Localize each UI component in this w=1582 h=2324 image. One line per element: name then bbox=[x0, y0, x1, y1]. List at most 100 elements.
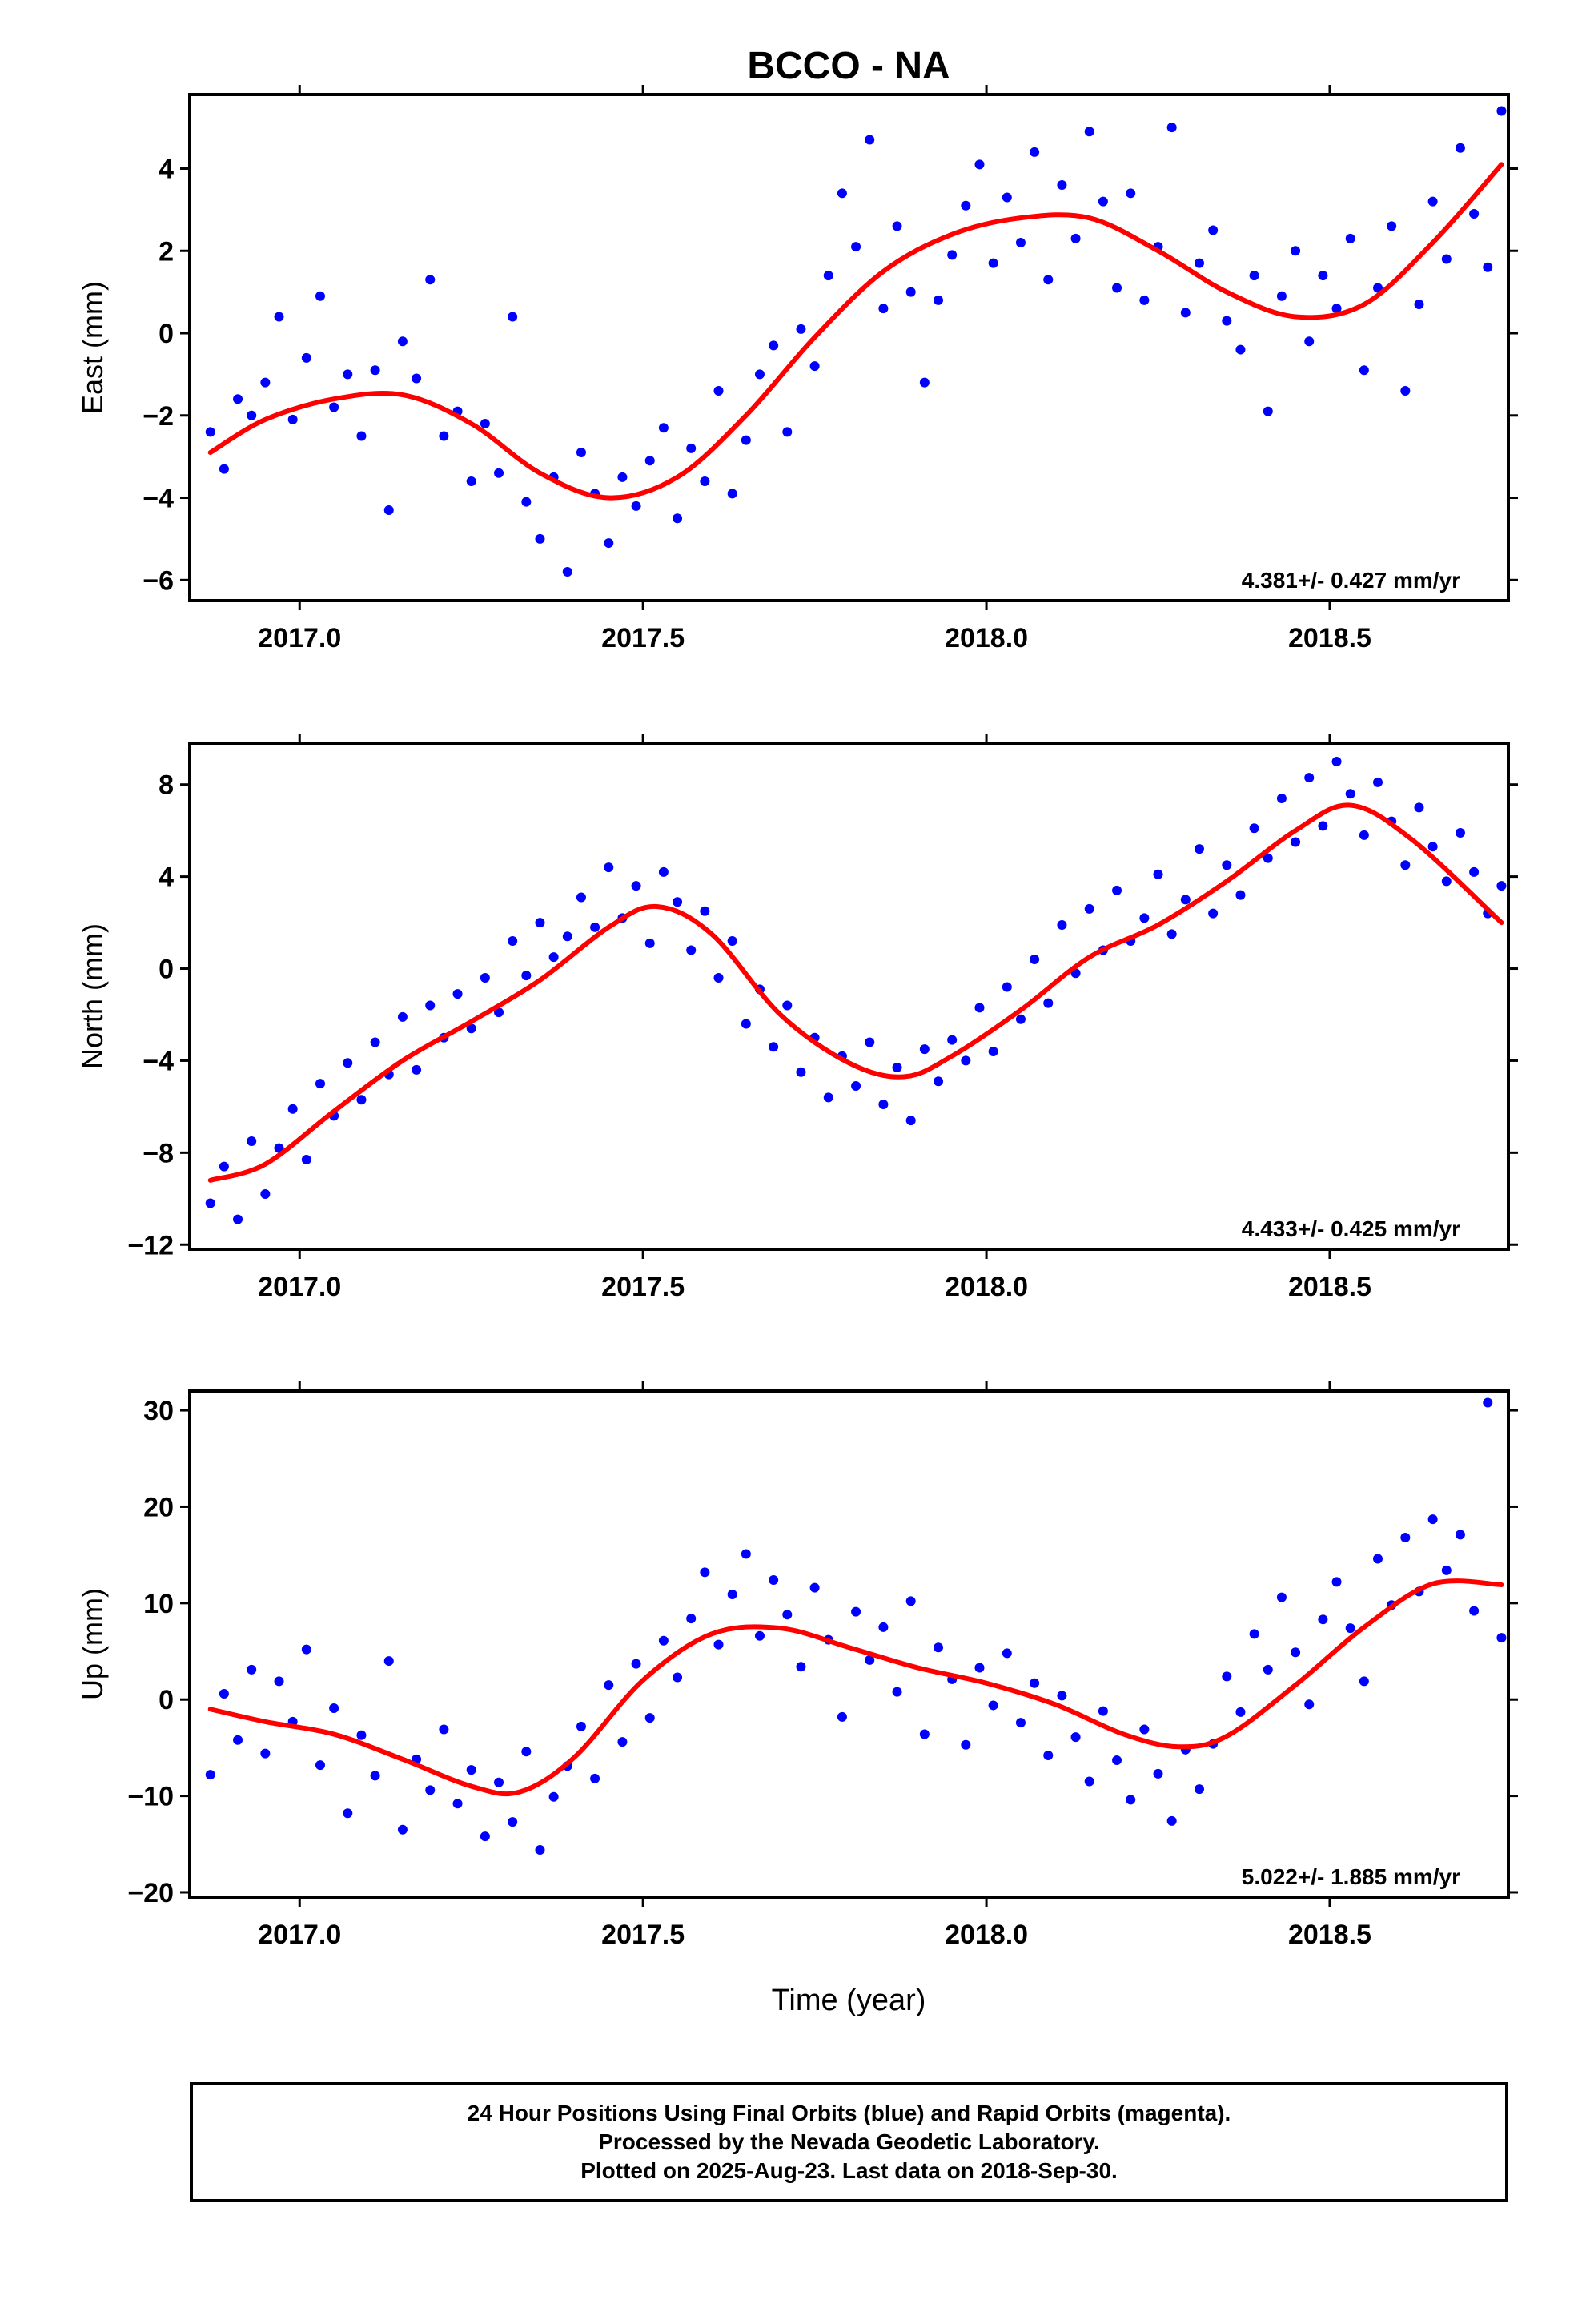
east-data-point bbox=[1469, 209, 1480, 219]
up-data-point bbox=[865, 1655, 875, 1665]
up-data-point bbox=[1235, 1707, 1246, 1717]
east-data-point bbox=[1208, 225, 1219, 235]
up-data-point bbox=[1015, 1718, 1026, 1728]
up-data-point bbox=[548, 1791, 559, 1802]
footer-line-3: Plotted on 2025-Aug-23. Last data on 201… bbox=[580, 2158, 1118, 2183]
up-data-point bbox=[905, 1596, 916, 1606]
east-data-point bbox=[947, 250, 958, 260]
north-data-point bbox=[700, 906, 710, 916]
north-data-point bbox=[686, 945, 697, 955]
east-data-point bbox=[508, 312, 518, 322]
east-data-point bbox=[260, 377, 271, 388]
north-data-point bbox=[521, 971, 532, 981]
north-data-point bbox=[974, 1003, 985, 1013]
east-data-point bbox=[1057, 180, 1067, 191]
up-data-point bbox=[315, 1760, 325, 1771]
east-plot-frame bbox=[188, 93, 1510, 602]
north-data-point bbox=[548, 952, 559, 963]
north-data-point bbox=[604, 862, 614, 873]
up-data-point bbox=[233, 1735, 243, 1745]
east-data-point bbox=[1414, 300, 1424, 310]
up-data-point bbox=[658, 1635, 669, 1646]
east-data-point bbox=[370, 365, 380, 376]
up-data-point bbox=[1276, 1592, 1287, 1602]
up-data-point bbox=[1359, 1676, 1369, 1687]
east-data-point bbox=[617, 472, 628, 482]
east-data-point bbox=[769, 340, 779, 351]
up-fit-line bbox=[207, 1578, 1504, 1797]
north-data-point bbox=[247, 1136, 257, 1146]
north-data-point bbox=[576, 892, 586, 903]
east-data-point bbox=[905, 287, 916, 297]
north-data-point bbox=[219, 1161, 229, 1172]
up-data-point bbox=[1126, 1795, 1136, 1805]
north-data-point bbox=[673, 897, 683, 907]
up-data-point bbox=[837, 1711, 847, 1722]
north-data-point bbox=[370, 1037, 380, 1047]
east-data-point bbox=[700, 476, 710, 486]
north-data-point bbox=[1276, 793, 1287, 803]
north-data-point bbox=[205, 1198, 215, 1208]
east-rate-label: 4.381+/- 0.427 mm/yr bbox=[1242, 568, 1460, 593]
north-data-point bbox=[905, 1116, 916, 1126]
east-data-point bbox=[1483, 262, 1493, 272]
up-data-point bbox=[1249, 1629, 1259, 1639]
east-data-point bbox=[576, 448, 586, 458]
up-data-point bbox=[1427, 1514, 1438, 1525]
up-data-point bbox=[1263, 1664, 1273, 1675]
east-data-point bbox=[892, 221, 902, 231]
east-y-axis-label: East (mm) bbox=[76, 281, 109, 414]
north-xtick-label-3: 2018.5 bbox=[1288, 1272, 1371, 1302]
east-panel: 4 2 0 −2 −4 −6 2017.0 2017.5 2018.0 2018.5 East (m… bbox=[76, 85, 1518, 653]
east-data-point bbox=[1043, 275, 1054, 285]
north-data-point bbox=[1359, 830, 1369, 840]
east-ytick-label-0: 4 bbox=[159, 154, 174, 184]
north-data-point bbox=[1345, 789, 1355, 799]
north-data-point bbox=[769, 1042, 779, 1052]
up-data-point bbox=[1373, 1554, 1383, 1564]
east-data-point bbox=[247, 410, 257, 420]
east-data-point bbox=[713, 385, 724, 396]
north-data-point bbox=[1304, 773, 1315, 783]
north-data-point bbox=[356, 1095, 367, 1105]
north-data-point bbox=[631, 881, 641, 891]
east-data-point bbox=[301, 352, 311, 363]
up-data-point bbox=[796, 1662, 806, 1672]
up-data-point bbox=[1318, 1614, 1328, 1625]
north-data-point bbox=[508, 936, 518, 947]
up-data-point bbox=[686, 1614, 697, 1624]
east-ytick-label-1: 2 bbox=[159, 236, 174, 267]
east-data-point bbox=[562, 567, 572, 577]
up-data-point bbox=[397, 1824, 408, 1835]
footer-line-1: 24 Hour Positions Using Final Orbits (bl… bbox=[467, 2101, 1231, 2125]
east-data-point bbox=[1139, 295, 1150, 305]
east-data-point bbox=[494, 468, 504, 478]
up-data-point bbox=[892, 1687, 902, 1697]
up-data-point bbox=[1483, 1397, 1493, 1408]
up-rate-label: 5.022+/- 1.885 mm/yr bbox=[1242, 1864, 1460, 1889]
east-data-point bbox=[1455, 143, 1465, 153]
north-data-point bbox=[1400, 860, 1411, 870]
east-data-point bbox=[1084, 127, 1094, 137]
east-data-point bbox=[974, 159, 985, 170]
east-data-point bbox=[1098, 196, 1108, 207]
up-data-point bbox=[1469, 1606, 1480, 1616]
up-data-point bbox=[700, 1567, 710, 1578]
east-data-point bbox=[686, 443, 697, 453]
north-data-point bbox=[1496, 881, 1507, 891]
north-data-point bbox=[961, 1055, 971, 1066]
up-data-point bbox=[508, 1817, 518, 1827]
north-data-point bbox=[727, 936, 737, 947]
east-data-point bbox=[727, 489, 737, 499]
north-data-point bbox=[562, 931, 572, 942]
up-data-point bbox=[644, 1713, 655, 1723]
north-data-point bbox=[1263, 853, 1273, 863]
east-xtick-label-0: 2017.0 bbox=[258, 623, 341, 653]
footer-box: 24 Hour Positions Using Final Orbits (bl… bbox=[190, 2082, 1508, 2202]
up-data-point bbox=[631, 1659, 641, 1669]
east-data-point bbox=[397, 336, 408, 347]
up-data-point bbox=[480, 1831, 490, 1842]
east-data-point bbox=[1222, 316, 1232, 326]
north-data-point bbox=[1291, 837, 1301, 847]
north-data-point bbox=[287, 1104, 298, 1114]
